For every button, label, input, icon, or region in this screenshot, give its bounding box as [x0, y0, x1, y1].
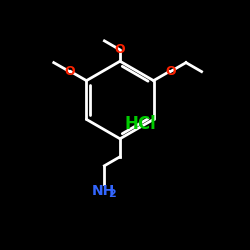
- Text: O: O: [64, 65, 75, 78]
- Text: NH: NH: [92, 184, 115, 198]
- Text: O: O: [115, 43, 125, 56]
- Text: O: O: [165, 65, 176, 78]
- Text: HCl: HCl: [124, 115, 156, 133]
- Text: 2: 2: [108, 189, 116, 199]
